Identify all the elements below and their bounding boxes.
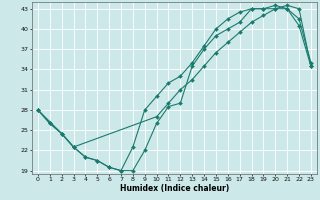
X-axis label: Humidex (Indice chaleur): Humidex (Indice chaleur) [120,184,229,193]
